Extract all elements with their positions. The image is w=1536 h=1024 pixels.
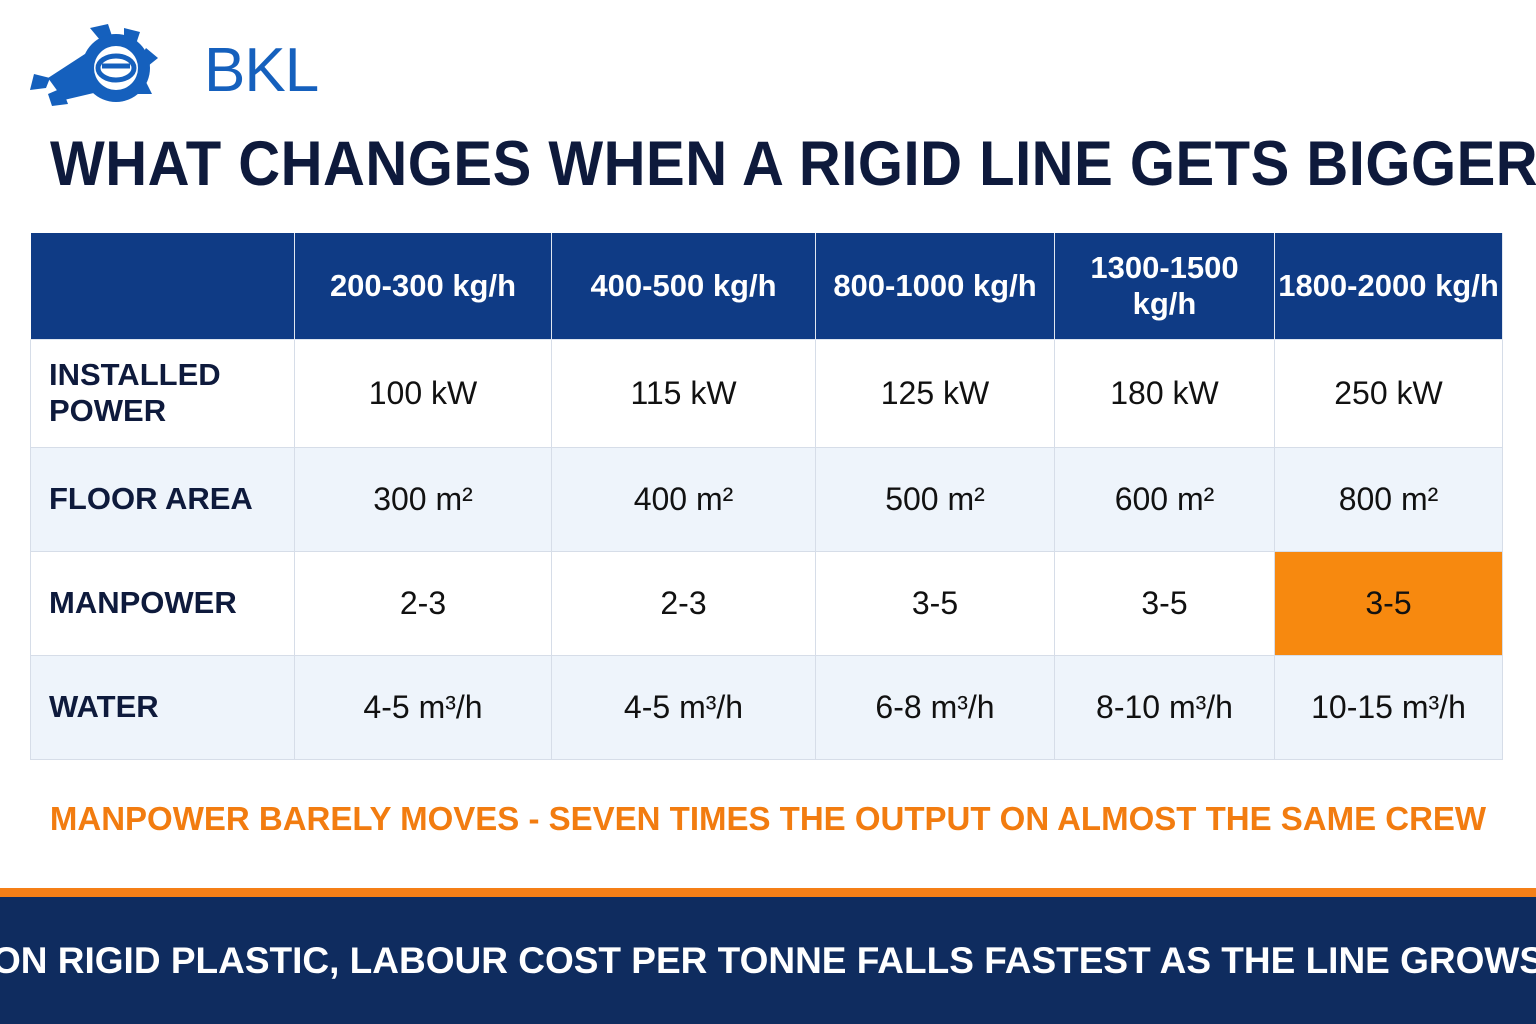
footer-divider <box>0 888 1536 897</box>
table-cell: 3-5 <box>1054 550 1275 656</box>
brand-name: BKL <box>204 36 319 105</box>
column-header: 1800-2000 kg/h <box>1274 233 1503 340</box>
table-cell: 4-5 m³/h <box>294 654 552 760</box>
table-cell: 2-3 <box>294 550 552 656</box>
table-cell: 8-10 m³/h <box>1054 654 1275 760</box>
table-row: MANPOWER 2-3 2-3 3-5 3-5 3-5 <box>30 550 1503 656</box>
table-cell: 400 m² <box>551 446 816 552</box>
row-label: WATER <box>30 654 295 760</box>
footer-text: ON RIGID PLASTIC, LABOUR COST PER TONNE … <box>0 939 1536 981</box>
row-label: INSTALLED POWER <box>30 338 295 448</box>
table-cell: 800 m² <box>1274 446 1503 552</box>
table-row: WATER 4-5 m³/h 4-5 m³/h 6-8 m³/h 8-10 m³… <box>30 654 1503 760</box>
spec-table: 200-300 kg/h 400-500 kg/h 800-1000 kg/h … <box>30 233 1503 760</box>
table-cell: 300 m² <box>294 446 552 552</box>
table-cell: 250 kW <box>1274 338 1503 448</box>
column-header: 400-500 kg/h <box>551 233 816 340</box>
table-row: FLOOR AREA 300 m² 400 m² 500 m² 600 m² 8… <box>30 446 1503 552</box>
table-cell: 180 kW <box>1054 338 1275 448</box>
column-header: 200-300 kg/h <box>294 233 552 340</box>
column-header <box>30 233 295 340</box>
table-cell: 500 m² <box>815 446 1055 552</box>
table-cell: 100 kW <box>294 338 552 448</box>
table-cell: 4-5 m³/h <box>551 654 816 760</box>
table-header-row: 200-300 kg/h 400-500 kg/h 800-1000 kg/h … <box>30 233 1503 340</box>
gear-logo-icon <box>30 24 158 106</box>
table-cell: 6-8 m³/h <box>815 654 1055 760</box>
column-header: 1300-1500 kg/h <box>1054 233 1275 340</box>
table-cell: 3-5 <box>815 550 1055 656</box>
highlighted-cell: 3-5 <box>1274 550 1503 656</box>
table-row: INSTALLED POWER 100 kW 115 kW 125 kW 180… <box>30 338 1503 448</box>
brand-logo: BKL <box>28 22 358 112</box>
column-header: 800-1000 kg/h <box>815 233 1055 340</box>
row-label: FLOOR AREA <box>30 446 295 552</box>
table-cell: 10-15 m³/h <box>1274 654 1503 760</box>
footer-banner: ON RIGID PLASTIC, LABOUR COST PER TONNE … <box>0 897 1536 1024</box>
table-cell: 2-3 <box>551 550 816 656</box>
page-title: WHAT CHANGES WHEN A RIGID LINE GETS BIGG… <box>50 129 1536 200</box>
row-label: MANPOWER <box>30 550 295 656</box>
table-cell: 600 m² <box>1054 446 1275 552</box>
highlight-note: MANPOWER BARELY MOVES - SEVEN TIMES THE … <box>49 800 1487 837</box>
table-cell: 115 kW <box>551 338 816 448</box>
table-cell: 125 kW <box>815 338 1055 448</box>
